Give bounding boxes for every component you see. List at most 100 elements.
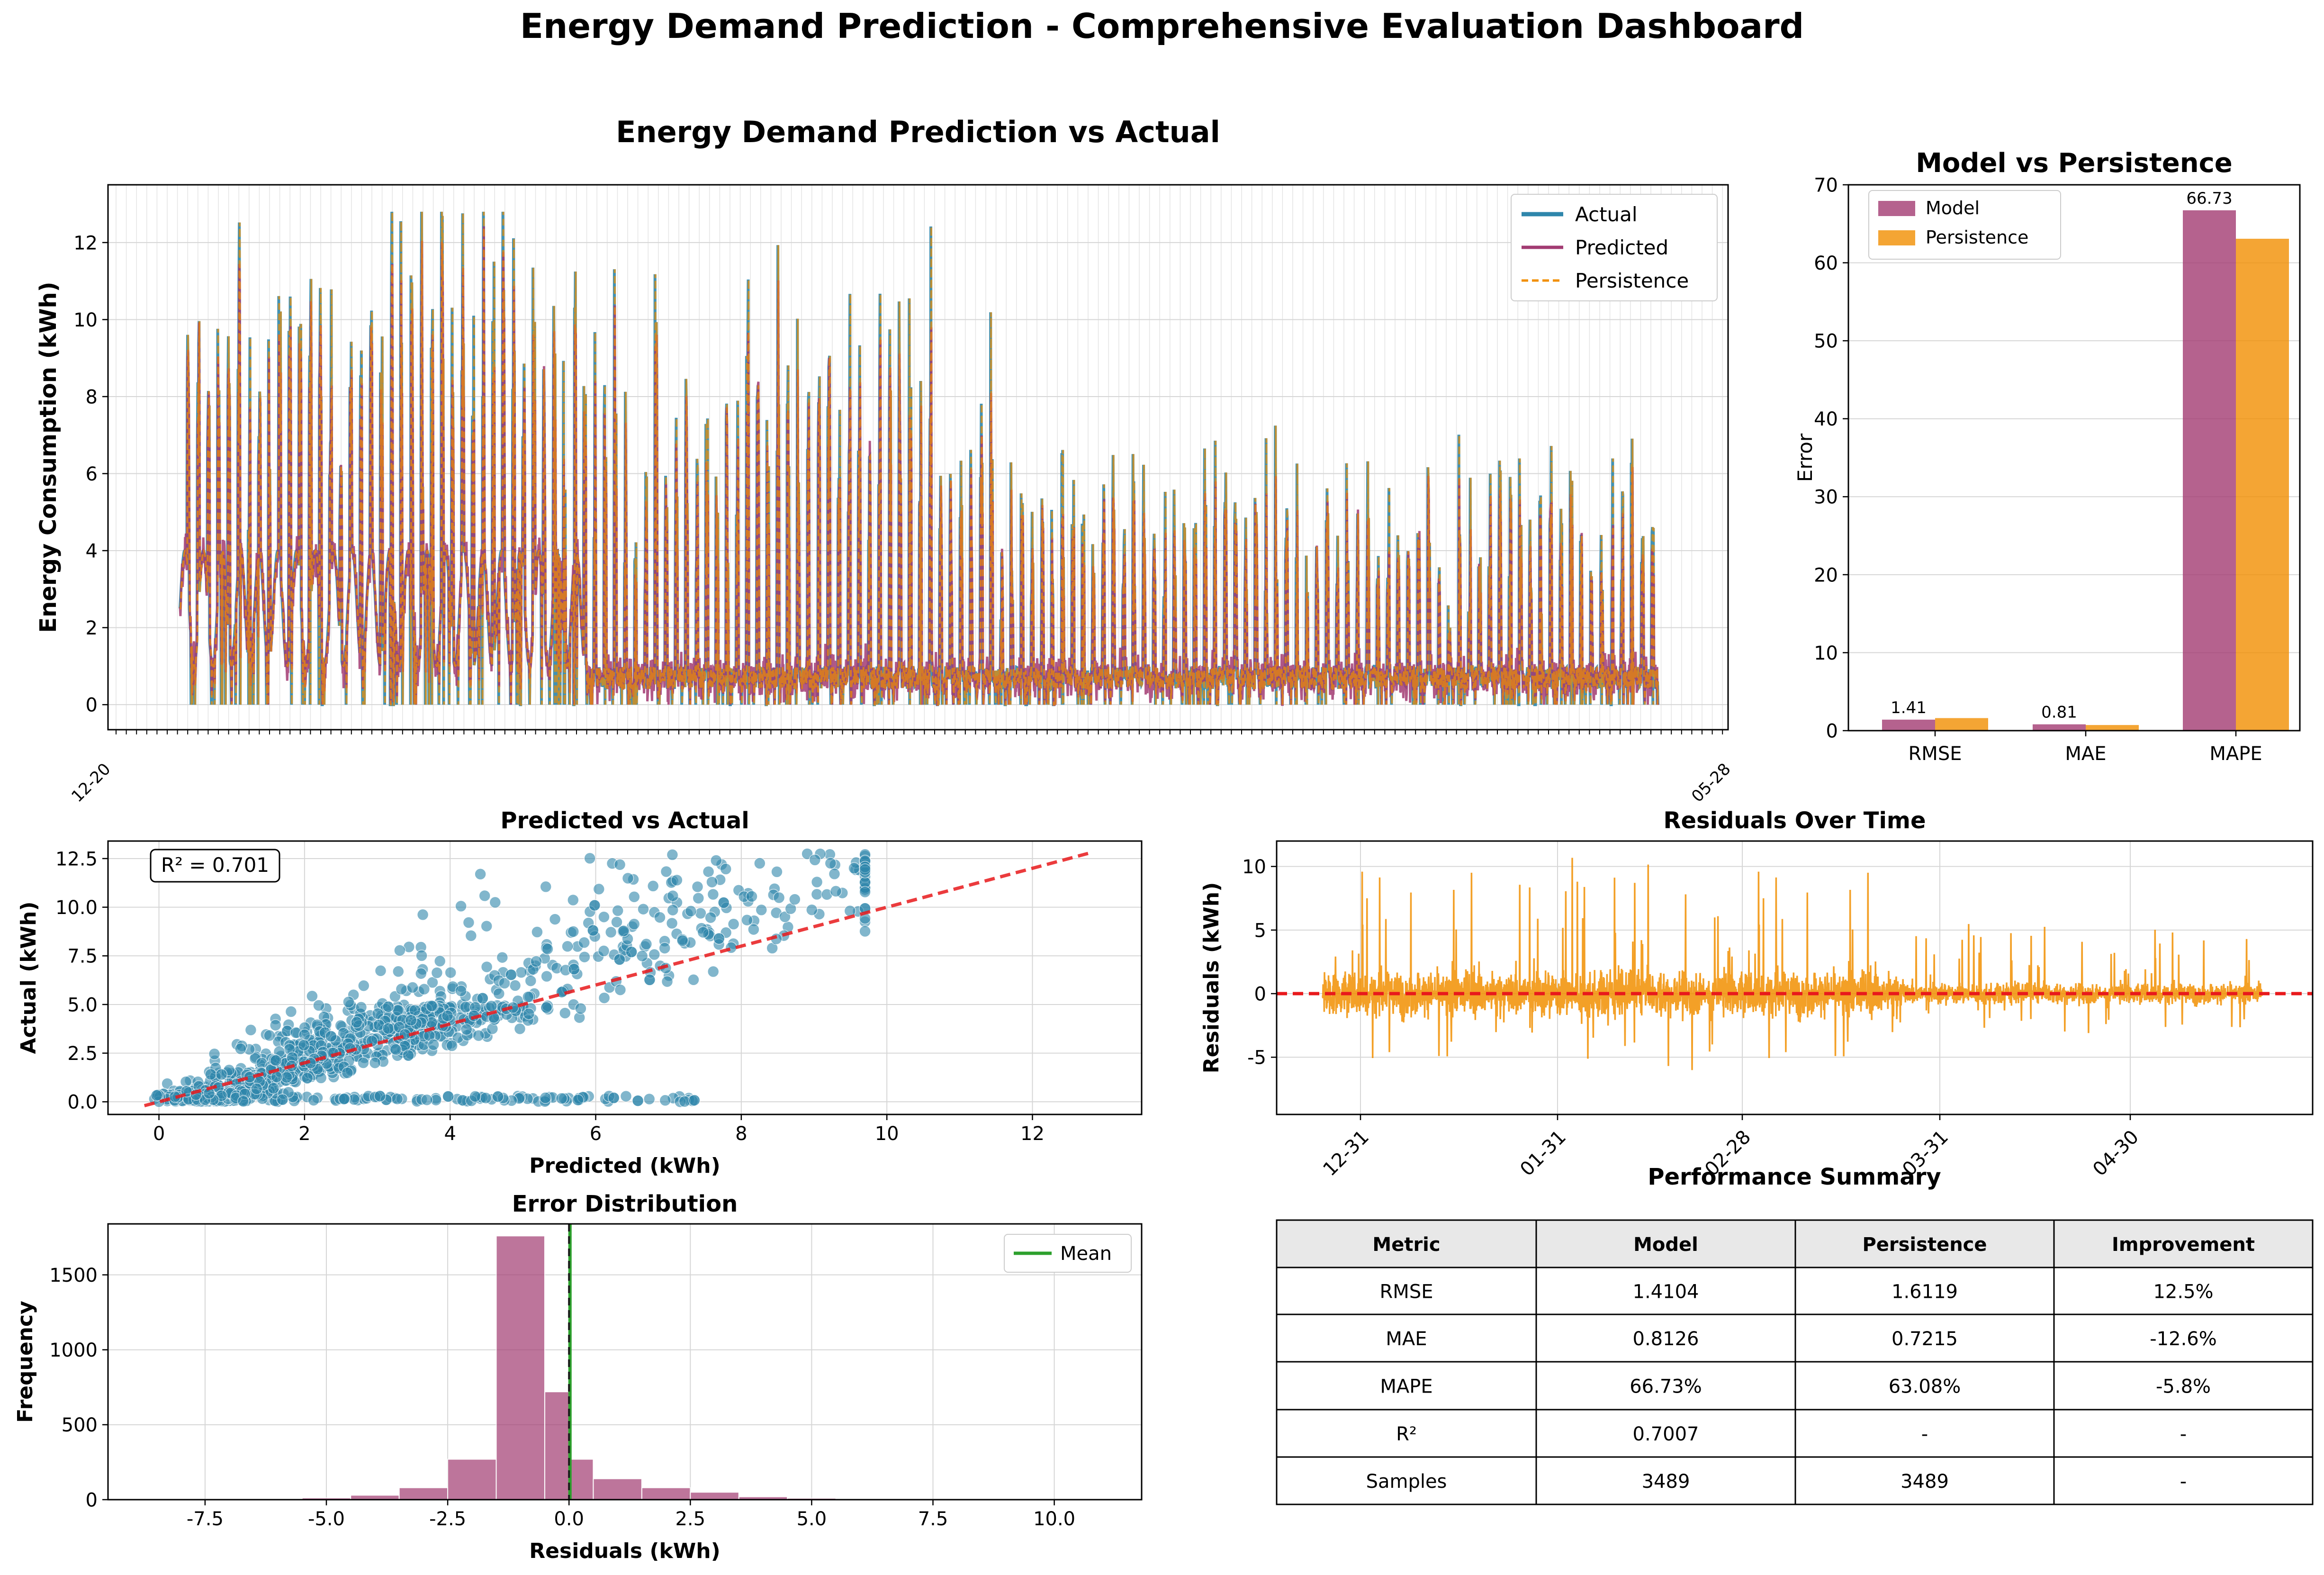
scatter-y-tick-label: 0.0 [67, 1092, 98, 1113]
scatter-point [688, 1094, 701, 1106]
table-header-text: Persistence [1862, 1234, 1987, 1256]
scatter-point [658, 942, 671, 954]
legend-label-predicted: Predicted [1575, 236, 1668, 259]
table-cell-text: 3489 [1901, 1471, 1949, 1493]
scatter-point [636, 950, 649, 962]
scatter-point [588, 899, 601, 912]
table-cell-text: 3489 [1642, 1471, 1690, 1493]
scatter-point [643, 974, 656, 986]
bar-model-mae [2033, 724, 2086, 731]
histogram-x-tick-label: -5.0 [308, 1508, 345, 1530]
table-cell [1535, 1313, 1796, 1363]
scatter-point [666, 849, 679, 861]
histogram-bar [690, 1492, 739, 1501]
bar-persistence-rmse [1935, 718, 1988, 731]
scatter-point [628, 918, 640, 930]
scatter-point [244, 1024, 257, 1036]
scatter-point [250, 1083, 263, 1095]
bar-data-label: 0.81 [2041, 703, 2077, 722]
scatter-point [598, 911, 610, 923]
scatter-panel: Predicted vs Actual 0.0 2.5 5.0 7.5 10.0 12.5 0… [17, 807, 1143, 1178]
histogram-x-tick-label: 10.0 [1033, 1508, 1075, 1530]
scatter-point [325, 1030, 337, 1042]
scatter-x-tick-label: 2 [298, 1123, 310, 1145]
histogram-y-tick-label: 1500 [49, 1265, 98, 1286]
scatter-point [598, 992, 611, 1004]
scatter-point [465, 930, 477, 942]
scatter-point [597, 945, 610, 957]
scatter-point [513, 1023, 526, 1035]
scatter-point [479, 1092, 492, 1104]
scatter-point [625, 946, 638, 958]
scatter-point [654, 911, 666, 923]
scatter-point [540, 1001, 553, 1014]
scatter-point [394, 944, 406, 957]
histogram-x-tick-label: -7.5 [187, 1508, 224, 1530]
scatter-point [460, 1023, 473, 1036]
histogram-panel: Error Distribution 0 500 1000 1500 -7.5 -5.0 -2… [13, 1191, 1143, 1563]
scatter-point [667, 904, 679, 916]
timeseries-frame [107, 184, 1729, 731]
scatter-point [661, 975, 674, 988]
scatter-point [741, 914, 753, 926]
scatter-point [395, 983, 408, 996]
scatter-point [713, 932, 725, 945]
histogram-frame [107, 1223, 1143, 1501]
scatter-point [614, 984, 627, 996]
scatter-point [617, 924, 630, 937]
bar-data-label: 66.73 [2186, 189, 2232, 208]
scatter-point [811, 888, 823, 901]
histogram-bar [398, 1487, 449, 1500]
scatter-x-tick-label: 12 [1020, 1123, 1045, 1145]
timeseries-y-tick-label: 10 [73, 309, 98, 331]
table-cell [1535, 1456, 1796, 1505]
table-cell [1794, 1267, 2055, 1315]
scatter-point [276, 1093, 288, 1106]
timeseries-y-tick-label: 2 [86, 617, 98, 639]
legend-label-model: Model [1926, 198, 1980, 218]
table-cell [1535, 1409, 1796, 1458]
scatter-point [151, 1089, 163, 1102]
scatter-point [416, 908, 429, 921]
bar-chart-x-tick-label: MAPE [2209, 743, 2262, 765]
scatter-point [355, 1001, 368, 1014]
scatter-point [541, 943, 554, 955]
histogram-x-tick-label: -2.5 [429, 1508, 466, 1530]
scatter-point [307, 1094, 320, 1106]
table-cell-text: - [2180, 1423, 2187, 1445]
scatter-point [687, 974, 700, 986]
table-cell-text: 0.7215 [1892, 1328, 1958, 1350]
bar-chart-x-tick-label: MAE [2065, 743, 2106, 765]
scatter-point [301, 1072, 314, 1085]
bar-chart-legend [1868, 190, 2061, 260]
bar-chart-y-tick-label: 0 [1826, 720, 1838, 742]
scatter-point [530, 955, 542, 968]
scatter-point [702, 865, 715, 878]
scatter-y-tick-label: 10.0 [55, 897, 98, 919]
scatter-point [480, 920, 493, 932]
scatter-point [704, 911, 717, 924]
table-cell-text: 0.8126 [1633, 1328, 1699, 1350]
timeseries-y-tick-label: 12 [73, 232, 98, 254]
performance-summary-table: Performance Summary Metric Model Persisten… [1276, 1164, 2314, 1505]
table-cell-text: RMSE [1380, 1281, 1433, 1303]
bar-chart-y-label: Error [1793, 433, 1817, 482]
scatter-point [478, 889, 491, 902]
scatter-point [498, 977, 511, 989]
scatter-x-tick-label: 0 [153, 1123, 165, 1145]
scatter-point [697, 926, 710, 939]
scatter-point [809, 854, 821, 866]
scatter-point [561, 940, 574, 953]
scatter-x-label: Predicted (kWh) [529, 1154, 720, 1178]
scatter-x-tick-label: 8 [735, 1123, 747, 1145]
scatter-point [382, 1022, 395, 1035]
table-cell [1535, 1267, 1796, 1315]
scatter-point [489, 896, 502, 909]
scatter-point [350, 1016, 363, 1029]
histogram-x-tick-label: 5.0 [797, 1508, 827, 1530]
scatter-x-tick-label: 10 [875, 1123, 899, 1145]
scatter-point [391, 1093, 404, 1105]
scatter-point [297, 1039, 310, 1051]
scatter-point [706, 876, 718, 888]
scatter-point [433, 955, 446, 968]
